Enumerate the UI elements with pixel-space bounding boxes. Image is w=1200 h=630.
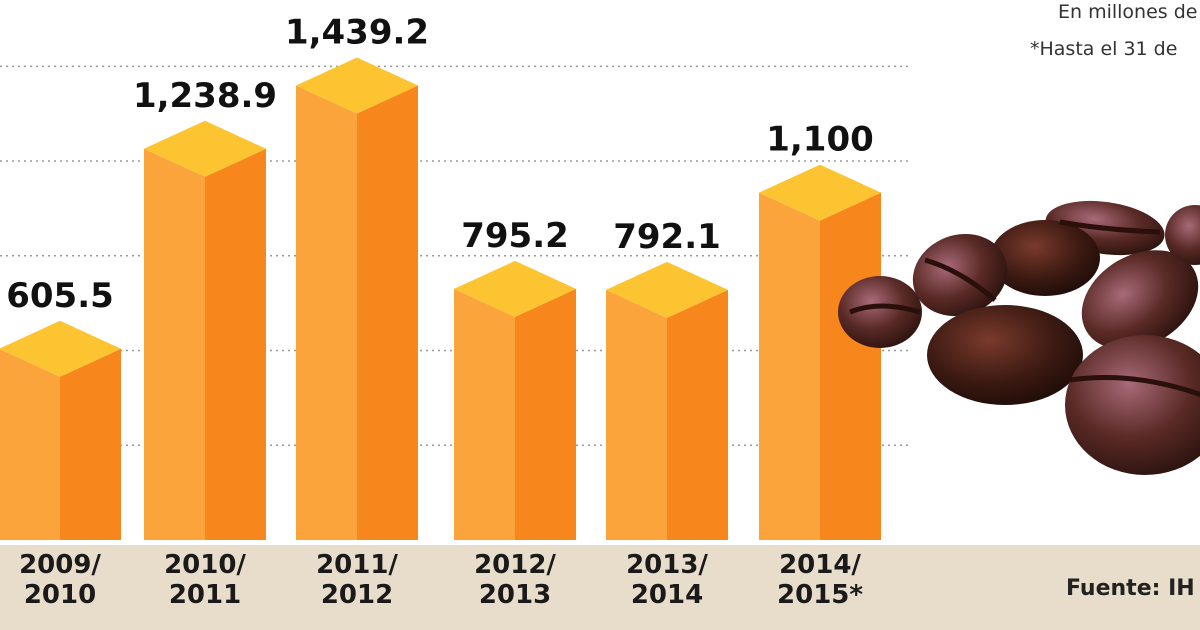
bar <box>606 261 728 540</box>
bar-right-face <box>515 288 576 540</box>
note: En millones de <box>1058 1 1197 23</box>
bar <box>296 57 418 540</box>
footer-band <box>0 545 1200 630</box>
x-tick-label: 2011/ 2012 <box>316 550 398 610</box>
bar <box>759 164 881 540</box>
bar <box>144 120 266 540</box>
bar-right-face <box>60 348 121 540</box>
bar-left-face <box>454 288 515 540</box>
bar-top-face <box>0 320 121 377</box>
bar-right-face <box>820 192 881 540</box>
bar-top-face <box>296 57 418 114</box>
bar <box>454 260 576 540</box>
value-label: 795.2 <box>461 216 569 256</box>
bar-right-face <box>205 148 266 540</box>
bar-left-face <box>296 85 357 540</box>
note: *Hasta el 31 de <box>1030 38 1177 60</box>
value-label: 1,238.9 <box>133 76 277 116</box>
x-tick-label: 2013/ 2014 <box>626 550 708 610</box>
x-tick-label: 2010/ 2011 <box>164 550 246 610</box>
value-label: 1,439.2 <box>285 13 429 53</box>
value-label: 1,100 <box>766 120 874 160</box>
bar-left-face <box>606 289 667 540</box>
x-tick-label: 2009/ 2010 <box>19 550 101 610</box>
bar-top-face <box>144 120 266 177</box>
x-tick-label: 2012/ 2013 <box>474 550 556 610</box>
bar-left-face <box>759 192 820 540</box>
bar-right-face <box>667 289 728 540</box>
value-label: 792.1 <box>613 217 721 257</box>
bar-top-face <box>454 260 576 317</box>
bar-left-face <box>0 349 60 540</box>
coffee-beans <box>838 200 1200 475</box>
bar-top-face <box>606 261 728 318</box>
bar <box>0 320 121 540</box>
x-tick-label: 2014/ 2015* <box>777 550 863 610</box>
bar-left-face <box>144 148 205 540</box>
bar-top-face <box>759 164 881 221</box>
value-label: 605.5 <box>6 276 114 316</box>
bar-right-face <box>357 85 418 540</box>
source: Fuente: IH <box>1066 576 1195 601</box>
